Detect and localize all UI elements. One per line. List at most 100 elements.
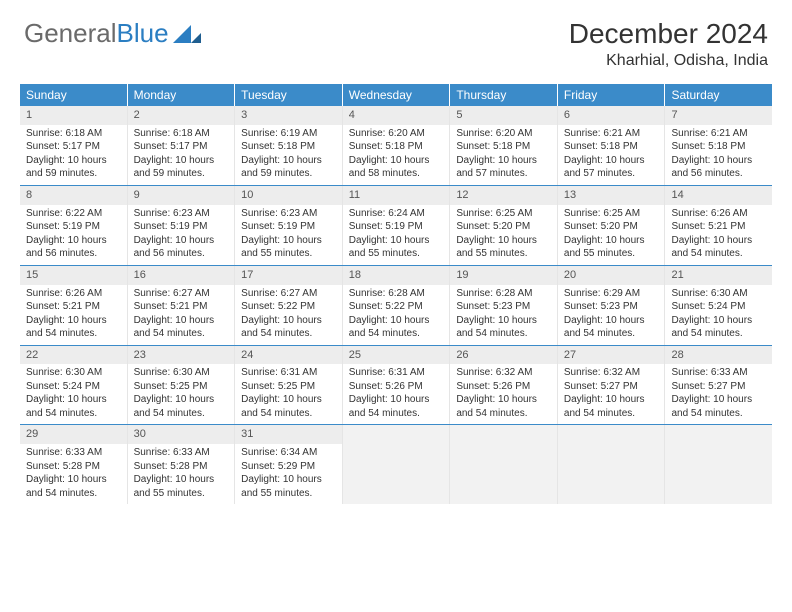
sunrise-line: Sunrise: 6:30 AM (134, 366, 229, 380)
day-cell: 10 Sunrise: 6:23 AMSunset: 5:19 PMDayligh… (235, 186, 343, 265)
sunrise-line: Sunrise: 6:28 AM (456, 287, 551, 301)
day-body: Sunrise: 6:32 AMSunset: 5:26 PMDaylight:… (450, 364, 557, 424)
day-header-cell: Thursday (450, 84, 558, 106)
daylight-line: Daylight: 10 hours and 55 minutes. (456, 234, 551, 261)
day-body: Sunrise: 6:33 AMSunset: 5:28 PMDaylight:… (128, 444, 235, 504)
day-number: 7 (665, 106, 772, 125)
day-number: 16 (128, 266, 235, 285)
day-cell: 17Sunrise: 6:27 AMSunset: 5:22 PMDayligh… (235, 266, 343, 345)
day-body: Sunrise: 6:18 AMSunset: 5:17 PMDaylight:… (20, 125, 127, 185)
day-number: 11 (343, 186, 450, 205)
day-number: 23 (128, 346, 235, 365)
day-cell: 4Sunrise: 6:20 AMSunset: 5:18 PMDaylight… (343, 106, 451, 185)
day-number: 18 (343, 266, 450, 285)
sunset-line: Sunset: 5:19 PM (241, 220, 336, 234)
day-body: Sunrise: 6:30 AMSunset: 5:24 PMDaylight:… (665, 285, 772, 345)
sunrise-line: Sunrise: 6:33 AM (671, 366, 766, 380)
day-number: 26 (450, 346, 557, 365)
daylight-line: Daylight: 10 hours and 56 minutes. (671, 154, 766, 181)
day-number: 10 (235, 186, 342, 205)
day-number: 29 (20, 425, 127, 444)
daylight-line: Daylight: 10 hours and 54 minutes. (456, 393, 551, 420)
sunset-line: Sunset: 5:20 PM (456, 220, 551, 234)
daylight-line: Daylight: 10 hours and 54 minutes. (671, 314, 766, 341)
day-header-cell: Sunday (20, 84, 128, 106)
day-header-cell: Tuesday (235, 84, 343, 106)
sunset-line: Sunset: 5:24 PM (26, 380, 121, 394)
day-number: 27 (558, 346, 665, 365)
sunrise-line: Sunrise: 6:18 AM (26, 127, 121, 141)
day-cell: 19Sunrise: 6:28 AMSunset: 5:23 PMDayligh… (450, 266, 558, 345)
daylight-line: Daylight: 10 hours and 54 minutes. (456, 314, 551, 341)
day-cell: 16Sunrise: 6:27 AMSunset: 5:21 PMDayligh… (128, 266, 236, 345)
daylight-line: Daylight: 10 hours and 56 minutes. (26, 234, 121, 261)
day-body: Sunrise: 6:30 AMSunset: 5:25 PMDaylight:… (128, 364, 235, 424)
sunrise-line: Sunrise: 6:26 AM (26, 287, 121, 301)
sunrise-line: Sunrise: 6:20 AM (456, 127, 551, 141)
day-cell: 5Sunrise: 6:20 AMSunset: 5:18 PMDaylight… (450, 106, 558, 185)
day-body: Sunrise: 6:22 AMSunset: 5:19 PMDaylight:… (20, 205, 127, 265)
sunset-line: Sunset: 5:21 PM (134, 300, 229, 314)
day-body: Sunrise: 6:21 AMSunset: 5:18 PMDaylight:… (665, 125, 772, 185)
header: GeneralBlue December 2024 Kharhial, Odis… (0, 0, 792, 78)
daylight-line: Daylight: 10 hours and 54 minutes. (241, 393, 336, 420)
day-number: 4 (343, 106, 450, 125)
day-body: Sunrise: 6:25 AMSunset: 5:20 PMDaylight:… (558, 205, 665, 265)
sunset-line: Sunset: 5:20 PM (564, 220, 659, 234)
day-number: 12 (450, 186, 557, 205)
sunrise-line: Sunrise: 6:23 AM (134, 207, 229, 221)
day-header-cell: Friday (558, 84, 666, 106)
sunset-line: Sunset: 5:27 PM (671, 380, 766, 394)
sunset-line: Sunset: 5:19 PM (26, 220, 121, 234)
daylight-line: Daylight: 10 hours and 55 minutes. (241, 234, 336, 261)
sunrise-line: Sunrise: 6:31 AM (349, 366, 444, 380)
daylight-line: Daylight: 10 hours and 58 minutes. (349, 154, 444, 181)
sunset-line: Sunset: 5:27 PM (564, 380, 659, 394)
sunrise-line: Sunrise: 6:20 AM (349, 127, 444, 141)
day-cell: 31Sunrise: 6:34 AMSunset: 5:29 PMDayligh… (235, 425, 343, 504)
sunset-line: Sunset: 5:18 PM (671, 140, 766, 154)
location: Kharhial, Odisha, India (569, 52, 768, 70)
day-body: Sunrise: 6:34 AMSunset: 5:29 PMDaylight:… (235, 444, 342, 504)
sunrise-line: Sunrise: 6:28 AM (349, 287, 444, 301)
daylight-line: Daylight: 10 hours and 54 minutes. (564, 314, 659, 341)
day-body: Sunrise: 6:24 AMSunset: 5:19 PMDaylight:… (343, 205, 450, 265)
sunrise-line: Sunrise: 6:29 AM (564, 287, 659, 301)
sunset-line: Sunset: 5:22 PM (349, 300, 444, 314)
daylight-line: Daylight: 10 hours and 55 minutes. (564, 234, 659, 261)
sunrise-line: Sunrise: 6:33 AM (134, 446, 229, 460)
week-row: 29Sunrise: 6:33 AMSunset: 5:28 PMDayligh… (20, 425, 772, 504)
day-header-cell: Monday (128, 84, 236, 106)
sunset-line: Sunset: 5:17 PM (134, 140, 229, 154)
day-cell: 8Sunrise: 6:22 AMSunset: 5:19 PMDaylight… (20, 186, 128, 265)
week-row: 22Sunrise: 6:30 AMSunset: 5:24 PMDayligh… (20, 346, 772, 426)
day-cell: 13Sunrise: 6:25 AMSunset: 5:20 PMDayligh… (558, 186, 666, 265)
empty-cell (450, 425, 558, 504)
sunrise-line: Sunrise: 6:32 AM (456, 366, 551, 380)
day-number: 15 (20, 266, 127, 285)
day-body: Sunrise: 6:20 AMSunset: 5:18 PMDaylight:… (450, 125, 557, 185)
sunrise-line: Sunrise: 6:27 AM (241, 287, 336, 301)
sunset-line: Sunset: 5:19 PM (134, 220, 229, 234)
day-cell: 14Sunrise: 6:26 AMSunset: 5:21 PMDayligh… (665, 186, 772, 265)
sunset-line: Sunset: 5:24 PM (671, 300, 766, 314)
sunset-line: Sunset: 5:25 PM (241, 380, 336, 394)
day-header-cell: Saturday (665, 84, 772, 106)
daylight-line: Daylight: 10 hours and 54 minutes. (564, 393, 659, 420)
day-cell: 9Sunrise: 6:23 AMSunset: 5:19 PMDaylight… (128, 186, 236, 265)
day-cell: 29Sunrise: 6:33 AMSunset: 5:28 PMDayligh… (20, 425, 128, 504)
sunset-line: Sunset: 5:23 PM (456, 300, 551, 314)
day-body: Sunrise: 6:31 AMSunset: 5:25 PMDaylight:… (235, 364, 342, 424)
day-body: Sunrise: 6:20 AMSunset: 5:18 PMDaylight:… (343, 125, 450, 185)
sunrise-line: Sunrise: 6:30 AM (26, 366, 121, 380)
daylight-line: Daylight: 10 hours and 54 minutes. (671, 393, 766, 420)
sunrise-line: Sunrise: 6:23 AM (241, 207, 336, 221)
sunrise-line: Sunrise: 6:31 AM (241, 366, 336, 380)
day-body: Sunrise: 6:33 AMSunset: 5:28 PMDaylight:… (20, 444, 127, 504)
sunrise-line: Sunrise: 6:27 AM (134, 287, 229, 301)
day-body: Sunrise: 6:28 AMSunset: 5:22 PMDaylight:… (343, 285, 450, 345)
day-number: 21 (665, 266, 772, 285)
daylight-line: Daylight: 10 hours and 54 minutes. (26, 314, 121, 341)
day-body: Sunrise: 6:21 AMSunset: 5:18 PMDaylight:… (558, 125, 665, 185)
day-number: 24 (235, 346, 342, 365)
